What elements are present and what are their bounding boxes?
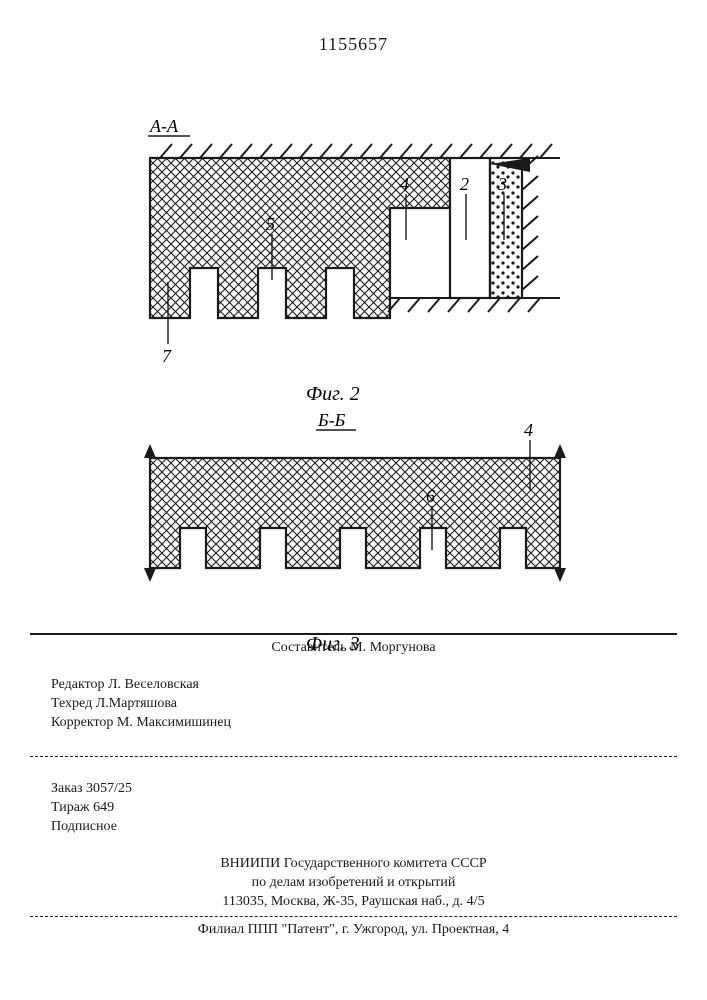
fig3-callout-6: 6 <box>426 486 435 506</box>
subscription: Подписное <box>51 819 117 834</box>
document-number: 1155657 <box>0 34 707 55</box>
figure-3: 4 6 Фиг. 3 <box>144 420 566 655</box>
tekhred: Техред Л.Мартяшова <box>51 696 177 711</box>
figure-2: А-А <box>148 116 560 430</box>
compiler: Составитель М. Моргунова <box>271 640 435 655</box>
fig2-gap <box>450 158 490 298</box>
corrector: Корректор М. Максимишинец <box>51 715 231 730</box>
editor: Редактор Л. Веселовская <box>51 677 199 692</box>
callout-2: 2 <box>460 174 469 194</box>
org-line-2: по делам изобретений и открытий <box>252 875 456 890</box>
fig2-caption: Фиг. 2 <box>306 383 360 405</box>
branch: Филиал ППП "Патент", г. Ужгород, ул. Про… <box>198 922 509 937</box>
fig3-callout-4: 4 <box>524 420 533 440</box>
order-number: Заказ 3057/25 <box>51 781 132 796</box>
section-label-BB: Б-Б <box>317 410 346 430</box>
fig3-body <box>150 458 560 568</box>
callout-4: 4 <box>400 174 409 194</box>
callout-7: 7 <box>162 346 172 366</box>
tirage: Тираж 649 <box>51 800 114 815</box>
colophon: Составитель М. Моргунова Редактор Л. Вес… <box>30 629 677 940</box>
address: 113035, Москва, Ж-35, Раушская наб., д. … <box>222 894 484 909</box>
org-line-1: ВНИИПИ Государственного комитета СССР <box>220 856 486 871</box>
callout-3: 3 <box>497 174 507 194</box>
section-label-AA: А-А <box>149 116 179 136</box>
callout-5: 5 <box>266 214 275 234</box>
